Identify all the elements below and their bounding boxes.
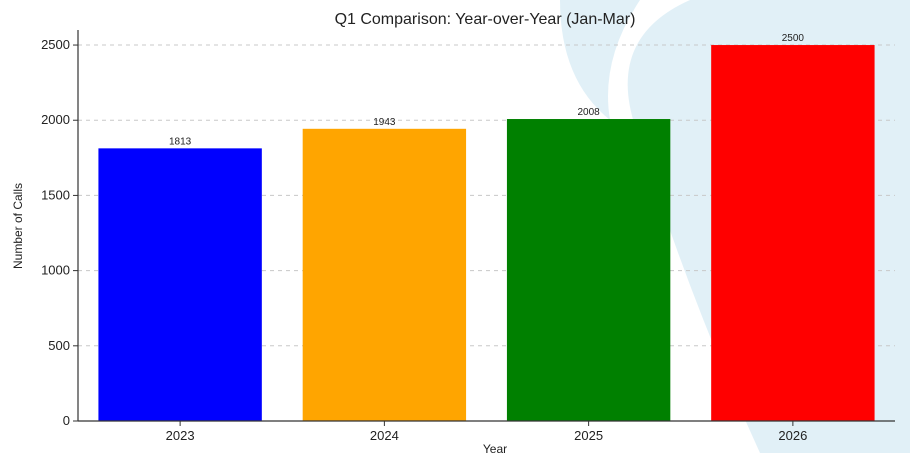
y-axis-title: Number of Calls: [11, 183, 25, 269]
y-tick-label-2000: 2000: [41, 112, 70, 127]
y-tick-label-2500: 2500: [41, 37, 70, 52]
bar-value-labels: 1813 1943 2008 2500: [169, 33, 804, 147]
y-tick-label-500: 500: [48, 338, 70, 353]
x-tick-label-2023: 2023: [166, 428, 195, 443]
bar-value-label-2025: 2008: [578, 107, 601, 118]
x-tick-label-2026: 2026: [778, 428, 807, 443]
y-tick-label-1500: 1500: [41, 187, 70, 202]
bar-2023: [98, 148, 262, 421]
bar-value-label-2023: 1813: [169, 136, 192, 147]
bar-2024: [302, 128, 467, 422]
x-tick-label-2024: 2024: [370, 428, 399, 443]
x-ticks: 2023 2024 2025 2026: [166, 421, 807, 443]
chart-title: Q1 Comparison: Year-over-Year (Jan-Mar): [335, 11, 636, 28]
y-tick-label-0: 0: [63, 413, 70, 428]
y-ticks: 0 500 1000 1500 2000 2500: [41, 37, 78, 428]
bars: [98, 45, 875, 422]
bar-value-label-2026: 2500: [782, 33, 805, 44]
x-tick-label-2025: 2025: [574, 428, 603, 443]
y-tick-label-1000: 1000: [41, 263, 70, 278]
bar-value-label-2024: 1943: [373, 117, 396, 128]
bar-2026: [711, 45, 875, 422]
bar-2025: [506, 119, 671, 421]
x-axis-title: Year: [483, 442, 507, 453]
